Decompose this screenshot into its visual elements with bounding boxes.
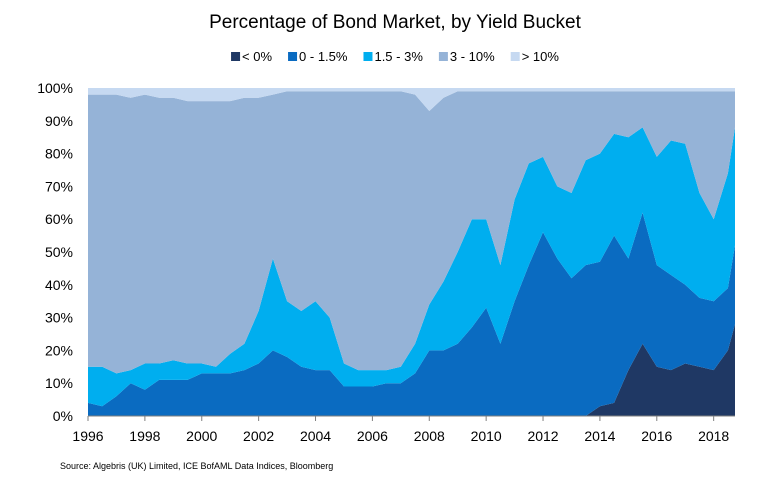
legend-item-0: < 0% (231, 49, 272, 64)
legend-swatch (438, 52, 448, 61)
x-tick-label: 2010 (471, 428, 502, 444)
y-tick-label: 0% (53, 408, 73, 424)
y-tick-label: 40% (45, 277, 73, 293)
x-tick-label: 2012 (527, 428, 558, 444)
legend-item-1-5-3: 1.5 - 3% (363, 49, 423, 64)
chart-title: Percentage of Bond Market, by Yield Buck… (209, 12, 581, 33)
area-0 (88, 324, 735, 416)
y-tick-label: 80% (45, 146, 73, 162)
legend-label: 1.5 - 3% (374, 49, 423, 64)
x-axis: 1996 1998 2000 2002 2004 2006 2008 2010 2012 2014… (72, 415, 735, 444)
x-tick-label: 2016 (641, 428, 672, 444)
x-tick-label: 2014 (584, 428, 615, 444)
legend-item-10: > 10% (510, 49, 560, 64)
plot-area (88, 88, 735, 416)
legend-swatch (231, 52, 241, 61)
y-tick-label: 50% (45, 244, 73, 260)
y-tick-label: 30% (45, 310, 73, 326)
legend-label: < 0% (242, 49, 272, 64)
x-tick-label: 1998 (129, 428, 160, 444)
area-0-1-5 (88, 212, 735, 416)
x-tick-label: 2004 (300, 428, 331, 444)
y-tick-label: 10% (45, 375, 73, 391)
y-tick-label: 20% (45, 342, 73, 358)
area-3-10 (88, 91, 735, 374)
legend-swatch (288, 52, 298, 61)
source-note: Source: Algebris (UK) Limited, ICE BofAM… (60, 461, 333, 471)
y-tick-label: 100% (37, 80, 73, 96)
legend-item-0-1-5: 0 - 1.5% (288, 49, 348, 64)
legend-label: 3 - 10% (450, 49, 495, 64)
legend-label: > 10% (522, 49, 560, 64)
area-10 (88, 88, 735, 111)
legend-label: 0 - 1.5% (299, 49, 348, 64)
legend-item-3-10: 3 - 10% (438, 49, 495, 64)
y-tick-label: 60% (45, 211, 73, 227)
y-tick-label: 90% (45, 113, 73, 129)
legend-swatch (510, 52, 520, 61)
x-tick-label: 2006 (357, 428, 388, 444)
x-tick-label: 1996 (72, 428, 103, 444)
y-axis: 0% 10% 20% 30% 40% 50% 60% 70% 80% 90% 100% (37, 80, 73, 424)
x-tick-label: 2018 (698, 428, 729, 444)
legend-swatch (363, 52, 373, 61)
legend: < 0% 0 - 1.5% 1.5 - 3% 3 - 10% > 10% (231, 49, 559, 64)
x-tick-label: 2000 (186, 428, 217, 444)
x-tick-label: 2002 (243, 428, 274, 444)
y-tick-label: 70% (45, 178, 73, 194)
x-tick-label: 2008 (414, 428, 445, 444)
area-1-5-3 (88, 127, 735, 407)
